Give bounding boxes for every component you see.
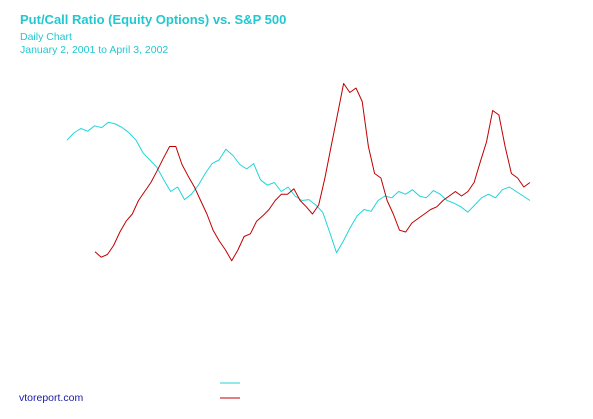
chart-date-range: January 2, 2001 to April 3, 2002: [20, 44, 169, 56]
legend: [220, 382, 240, 399]
series-line-putcall: [66, 121, 531, 254]
series-line-sp500: [94, 83, 531, 262]
series-layer: [66, 83, 531, 262]
chart-subtitle: Daily Chart: [20, 31, 72, 43]
source-credit: vtoreport.com: [19, 392, 84, 404]
chart-title: Put/Call Ratio (Equity Options) vs. S&P …: [20, 12, 287, 27]
